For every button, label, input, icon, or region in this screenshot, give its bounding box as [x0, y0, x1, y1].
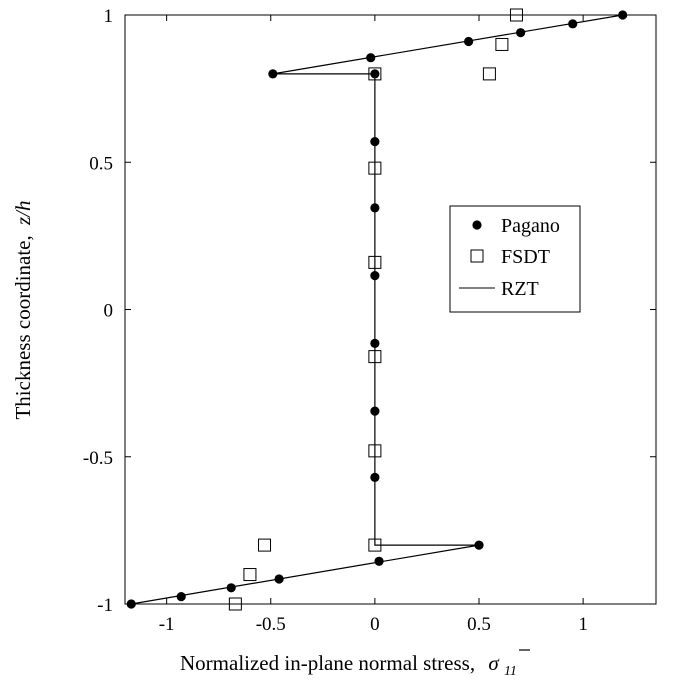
legend-box	[449, 205, 581, 313]
y-tick-label-3: 0.5	[89, 153, 113, 174]
legend: Pagano FSDT RZT	[449, 205, 581, 313]
pagano-point-16	[516, 28, 526, 38]
pagano-point-9	[370, 271, 380, 281]
fsdt-point-10	[495, 37, 509, 51]
pagano-point-18	[618, 10, 628, 20]
svg-text:Normalized in-plane normal str: Normalized in-plane normal stress, σ 11	[180, 651, 517, 679]
pagano-point-3	[274, 574, 284, 584]
legend-label-fsdt: FSDT	[501, 246, 550, 268]
y-tick-label-0: -1	[97, 595, 113, 616]
fsdt-point-8	[368, 67, 382, 81]
pagano-point-0	[126, 599, 136, 609]
pagano-point-10	[370, 203, 380, 213]
fsdt-point-2	[258, 538, 272, 552]
series-fsdt	[228, 8, 523, 611]
series-rzt	[131, 14, 623, 605]
x-tick-label-4: 1	[578, 614, 588, 635]
tick-labels: -1 -0.5 0 0.5 1 -1 -0.5 0 0.5 1	[83, 6, 588, 635]
x-axis-title: Normalized in-plane normal stress, σ 11	[180, 649, 530, 679]
pagano-point-2	[226, 583, 236, 593]
pagano-point-12	[370, 69, 380, 79]
pagano-point-7	[370, 406, 380, 416]
pagano-point-17	[568, 19, 578, 29]
fsdt-point-0	[228, 597, 242, 611]
fsdt-point-9	[482, 67, 496, 81]
legend-label-rzt: RZT	[501, 278, 539, 300]
fsdt-point-4	[368, 444, 382, 458]
x-axis-title-symbol: σ	[488, 651, 500, 675]
legend-marker-pagano	[472, 220, 482, 230]
pagano-point-4	[374, 556, 384, 566]
x-tick-label-3: 0.5	[467, 614, 491, 635]
legend-label-pagano: Pagano	[501, 215, 560, 237]
y-axis-title-text: Thickness coordinate,	[11, 235, 35, 419]
y-tick-label-4: 1	[104, 6, 114, 27]
y-tick-label-2: 0	[104, 301, 114, 322]
pagano-point-11	[370, 137, 380, 147]
pagano-point-8	[370, 338, 380, 348]
fsdt-point-7	[368, 161, 382, 175]
rzt-line	[131, 14, 623, 605]
fsdt-point-1	[243, 568, 257, 582]
y-axis-title-variable: z/h	[11, 200, 35, 226]
fsdt-point-5	[368, 350, 382, 364]
fsdt-point-6	[368, 255, 382, 269]
pagano-point-14	[366, 53, 376, 63]
x-tick-label-0: -1	[159, 614, 175, 635]
fsdt-point-11	[509, 8, 523, 22]
legend-marker-fsdt	[470, 249, 484, 263]
fsdt-point-3	[368, 538, 382, 552]
tick-marks	[125, 14, 656, 605]
pagano-point-5	[474, 540, 484, 550]
x-axis-title-text: Normalized in-plane normal stress,	[180, 651, 475, 675]
x-tick-label-1: -0.5	[256, 614, 286, 635]
pagano-point-15	[463, 36, 474, 47]
x-tick-label-2: 0	[370, 614, 380, 635]
y-tick-label-1: -0.5	[83, 448, 113, 469]
pagano-point-6	[370, 472, 380, 482]
pagano-point-13	[268, 69, 278, 79]
series-pagano	[126, 10, 628, 609]
y-axis-title: Thickness coordinate, z/h	[11, 200, 35, 419]
pagano-point-1	[176, 592, 186, 602]
x-axis-title-subscript: 11	[504, 664, 517, 679]
